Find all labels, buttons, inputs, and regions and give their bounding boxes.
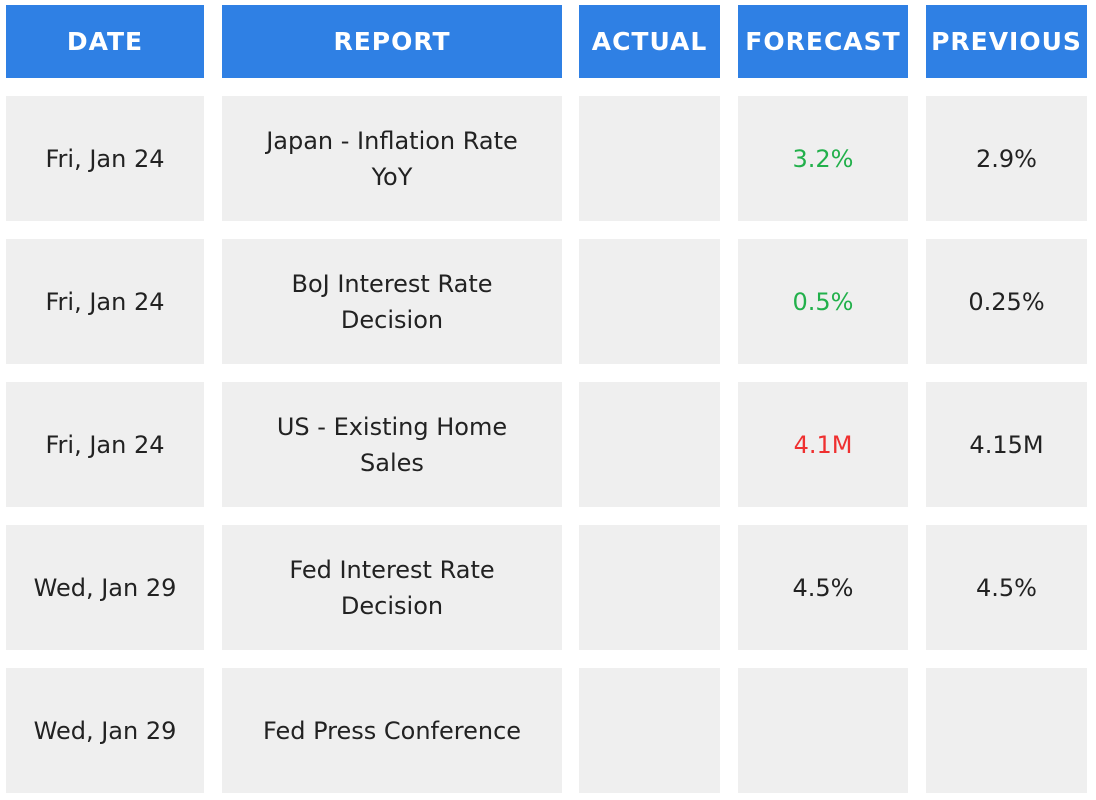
row-1-date: Fri, Jan 24 [6, 96, 204, 221]
row-5-actual [579, 668, 720, 793]
header-report: REPORT [222, 5, 562, 78]
row-5-previous [926, 668, 1087, 793]
row-4-date: Wed, Jan 29 [6, 525, 204, 650]
row-5-date: Wed, Jan 29 [6, 668, 204, 793]
row-3-date: Fri, Jan 24 [6, 382, 204, 507]
row-1-report: Japan - Inflation Rate YoY [222, 96, 562, 221]
row-3-report: US - Existing Home Sales [222, 382, 562, 507]
row-4-actual [579, 525, 720, 650]
row-3-actual [579, 382, 720, 507]
header-previous: PREVIOUS [926, 5, 1087, 78]
row-2-actual [579, 239, 720, 364]
row-1-forecast: 3.2% [738, 96, 908, 221]
row-4-report: Fed Interest Rate Decision [222, 525, 562, 650]
row-4-previous: 4.5% [926, 525, 1087, 650]
row-2-previous: 0.25% [926, 239, 1087, 364]
header-date: DATE [6, 5, 204, 78]
row-3-forecast: 4.1M [738, 382, 908, 507]
row-2-forecast: 0.5% [738, 239, 908, 364]
row-2-date: Fri, Jan 24 [6, 239, 204, 364]
row-5-forecast [738, 668, 908, 793]
header-forecast: FORECAST [738, 5, 908, 78]
row-1-previous: 2.9% [926, 96, 1087, 221]
header-actual: ACTUAL [579, 5, 720, 78]
row-5-report: Fed Press Conference [222, 668, 562, 793]
row-1-actual [579, 96, 720, 221]
row-3-previous: 4.15M [926, 382, 1087, 507]
row-4-forecast: 4.5% [738, 525, 908, 650]
row-2-report: BoJ Interest Rate Decision [222, 239, 562, 364]
